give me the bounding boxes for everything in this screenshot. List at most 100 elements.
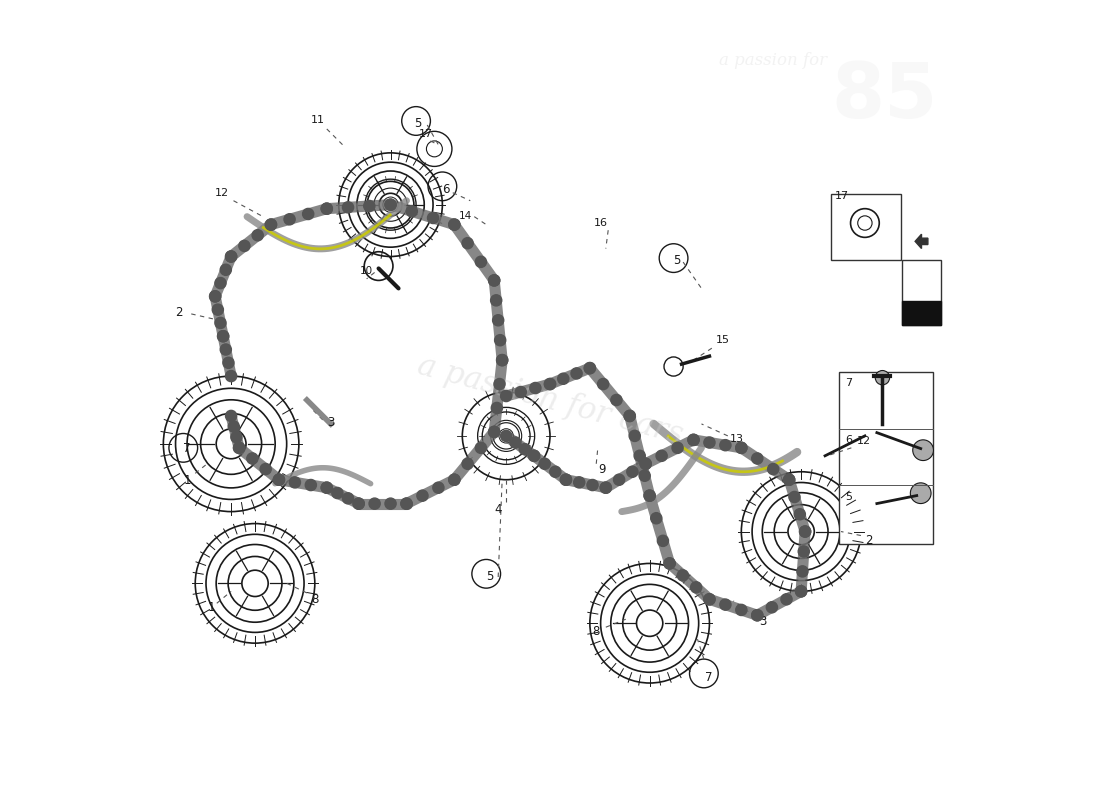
Circle shape bbox=[432, 482, 444, 494]
Text: 11: 11 bbox=[311, 114, 324, 125]
Circle shape bbox=[488, 426, 499, 438]
Circle shape bbox=[274, 474, 285, 486]
Text: 9: 9 bbox=[597, 463, 605, 476]
Circle shape bbox=[678, 570, 689, 581]
Circle shape bbox=[584, 362, 595, 374]
Circle shape bbox=[226, 251, 236, 262]
Circle shape bbox=[214, 278, 227, 289]
Text: a passion for: a passion for bbox=[719, 52, 827, 69]
Circle shape bbox=[274, 474, 285, 486]
Circle shape bbox=[796, 566, 808, 577]
Circle shape bbox=[672, 442, 683, 454]
Circle shape bbox=[911, 483, 931, 503]
Circle shape bbox=[876, 370, 890, 385]
Circle shape bbox=[781, 594, 792, 605]
Circle shape bbox=[560, 474, 572, 486]
Circle shape bbox=[624, 410, 636, 422]
Circle shape bbox=[794, 509, 805, 520]
Circle shape bbox=[767, 602, 778, 613]
Circle shape bbox=[719, 439, 732, 450]
Circle shape bbox=[789, 491, 800, 502]
Circle shape bbox=[495, 334, 506, 346]
Text: 1: 1 bbox=[184, 474, 190, 486]
Circle shape bbox=[462, 238, 473, 249]
Circle shape bbox=[795, 586, 806, 597]
Circle shape bbox=[530, 382, 541, 394]
Circle shape bbox=[795, 586, 806, 597]
Circle shape bbox=[688, 434, 700, 446]
Circle shape bbox=[519, 443, 530, 454]
Circle shape bbox=[428, 212, 439, 223]
Circle shape bbox=[306, 479, 317, 490]
Circle shape bbox=[210, 290, 221, 302]
Text: 13: 13 bbox=[730, 434, 745, 444]
FancyBboxPatch shape bbox=[902, 260, 940, 325]
Text: 5: 5 bbox=[415, 118, 421, 130]
Circle shape bbox=[768, 463, 779, 474]
Circle shape bbox=[601, 482, 612, 494]
Circle shape bbox=[640, 458, 651, 470]
Text: 16: 16 bbox=[594, 218, 608, 228]
Circle shape bbox=[210, 290, 221, 302]
Text: 5: 5 bbox=[486, 570, 494, 583]
Text: 17: 17 bbox=[835, 191, 849, 201]
Circle shape bbox=[597, 378, 608, 390]
Circle shape bbox=[353, 498, 364, 510]
Text: 7: 7 bbox=[184, 442, 190, 455]
Circle shape bbox=[342, 202, 353, 213]
Circle shape bbox=[475, 442, 486, 454]
FancyBboxPatch shape bbox=[830, 194, 901, 260]
Circle shape bbox=[385, 199, 396, 210]
Circle shape bbox=[342, 493, 353, 504]
Circle shape bbox=[783, 474, 794, 486]
Text: 14: 14 bbox=[459, 211, 472, 221]
Circle shape bbox=[736, 442, 747, 454]
Circle shape bbox=[493, 314, 504, 326]
Circle shape bbox=[218, 330, 229, 342]
Circle shape bbox=[560, 474, 572, 486]
Circle shape bbox=[664, 558, 675, 569]
Text: 3: 3 bbox=[327, 415, 334, 429]
Circle shape bbox=[645, 490, 656, 502]
Circle shape bbox=[449, 219, 460, 230]
Circle shape bbox=[751, 453, 763, 464]
Circle shape bbox=[528, 450, 540, 462]
Circle shape bbox=[239, 240, 250, 251]
Circle shape bbox=[610, 394, 621, 406]
Circle shape bbox=[449, 219, 460, 230]
Circle shape bbox=[544, 378, 556, 390]
Circle shape bbox=[500, 390, 512, 402]
Circle shape bbox=[226, 251, 236, 262]
Text: 10: 10 bbox=[361, 266, 373, 276]
Circle shape bbox=[574, 477, 585, 488]
Circle shape bbox=[385, 199, 396, 210]
Circle shape bbox=[252, 230, 263, 241]
Circle shape bbox=[406, 206, 417, 217]
Circle shape bbox=[488, 426, 499, 438]
Circle shape bbox=[449, 474, 460, 486]
Circle shape bbox=[492, 402, 503, 414]
Circle shape bbox=[226, 410, 236, 422]
Circle shape bbox=[691, 582, 702, 593]
Circle shape bbox=[260, 463, 272, 474]
Circle shape bbox=[496, 354, 508, 366]
Circle shape bbox=[417, 490, 428, 502]
Polygon shape bbox=[915, 234, 928, 249]
Text: 5: 5 bbox=[845, 491, 853, 502]
Circle shape bbox=[265, 219, 276, 230]
Text: 8: 8 bbox=[592, 625, 600, 638]
Circle shape bbox=[751, 610, 763, 621]
Circle shape bbox=[558, 373, 569, 384]
Circle shape bbox=[400, 498, 412, 510]
Text: 3: 3 bbox=[759, 615, 767, 628]
Text: 7: 7 bbox=[705, 670, 713, 684]
Text: 109 02: 109 02 bbox=[904, 284, 938, 293]
Circle shape bbox=[664, 558, 675, 569]
Text: 6: 6 bbox=[845, 435, 853, 445]
Circle shape bbox=[321, 203, 332, 214]
Circle shape bbox=[719, 599, 732, 610]
Circle shape bbox=[289, 477, 300, 488]
Circle shape bbox=[704, 594, 715, 605]
Circle shape bbox=[462, 458, 473, 470]
Circle shape bbox=[228, 421, 240, 432]
